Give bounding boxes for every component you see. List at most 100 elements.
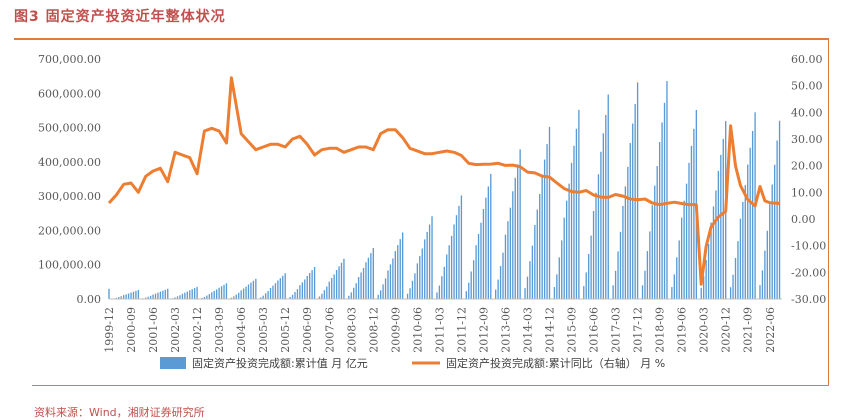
bar [296,289,299,299]
bar [426,231,428,299]
bar [313,266,316,299]
x-tick-label: 2008-12 [367,307,380,353]
bar [553,287,556,299]
bar [622,205,624,299]
bar [338,266,340,299]
bar [764,250,766,299]
right-tick-label: 0.00 [791,213,816,226]
bar [436,292,438,299]
right-tick-label: 20.00 [791,160,823,173]
left-tick-label: 700,000.00 [38,53,101,66]
bar [240,290,242,299]
right-tick-label: -10.00 [791,240,826,253]
bar [470,271,472,299]
bar [573,145,575,299]
bar [627,166,629,299]
bar [448,245,450,299]
bar [421,248,423,299]
bar [135,290,137,299]
x-tick-label: 2010-06 [411,307,424,353]
bar [563,217,565,299]
bar [218,287,220,299]
bar [443,266,445,299]
bar [331,278,333,299]
bar [264,293,267,299]
x-tick-label: 2021-09 [742,307,755,353]
bar [558,257,560,299]
bar [438,285,441,299]
x-tick-label: 2020-12 [720,307,733,353]
bar [656,166,658,299]
bar [666,81,668,299]
bar [397,245,399,299]
bar [206,295,208,299]
bar [223,284,225,299]
bar [734,257,737,299]
bar [539,194,541,299]
bar [747,164,749,299]
x-tick-label: 2005-12 [279,307,292,353]
bar [309,273,311,299]
bar [475,245,477,299]
bar [387,270,389,299]
bar [614,270,617,299]
bar [744,185,746,299]
bar [541,175,543,299]
x-axis: 1999-12 2000-09 2001-06 2002-03 2002-12 2003-… [103,298,782,353]
x-tick-label: 2005-03 [257,307,270,353]
bar [208,294,211,299]
bar [260,297,262,299]
bar [203,296,206,299]
x-tick-label: 2001-06 [147,307,160,353]
left-tick-label: 300,000.00 [38,190,101,203]
bar [468,282,470,299]
bar [335,270,338,299]
x-tick-label: 2011-12 [455,307,468,353]
bar [189,290,191,299]
bar [132,291,135,299]
bar [353,287,355,299]
bar [414,273,416,299]
x-tick-label: 2006-09 [301,307,314,353]
bar [634,104,636,299]
bar [238,292,240,299]
x-tick-label: 2013-06 [499,307,512,353]
bar [504,234,507,299]
bar [776,140,778,299]
bar [707,243,710,299]
bar [680,217,683,299]
bar [568,183,570,299]
bar [715,190,717,299]
bar [245,286,247,299]
right-tick-label: 30.00 [791,133,823,146]
bar [441,276,443,299]
chart-frame [32,40,829,386]
bar-series [108,81,781,300]
bar [282,275,284,299]
bar [700,287,702,299]
bar [389,264,392,299]
bar [737,241,739,299]
bar [291,294,294,299]
x-tick-label: 2000-09 [125,307,138,353]
bar [705,259,707,299]
x-tick-label: 2022-06 [764,307,777,353]
bar [460,195,463,299]
legend-line-label: 固定资产投资完成额:累计同比（右轴） 月 % [446,356,665,370]
bar [167,288,169,299]
x-tick-label: 2019-06 [676,307,689,353]
bar [583,286,585,299]
bar [367,257,370,299]
bar [301,282,304,299]
bar [424,239,426,299]
bar [225,283,228,299]
bar [519,149,521,299]
bar [326,286,328,299]
left-tick-label: 600,000.00 [38,87,101,100]
bar [477,233,480,299]
bar [450,235,453,299]
left-tick-label: 500,000.00 [38,122,101,135]
bar [742,201,744,299]
bar [211,292,213,299]
bar [534,224,536,299]
